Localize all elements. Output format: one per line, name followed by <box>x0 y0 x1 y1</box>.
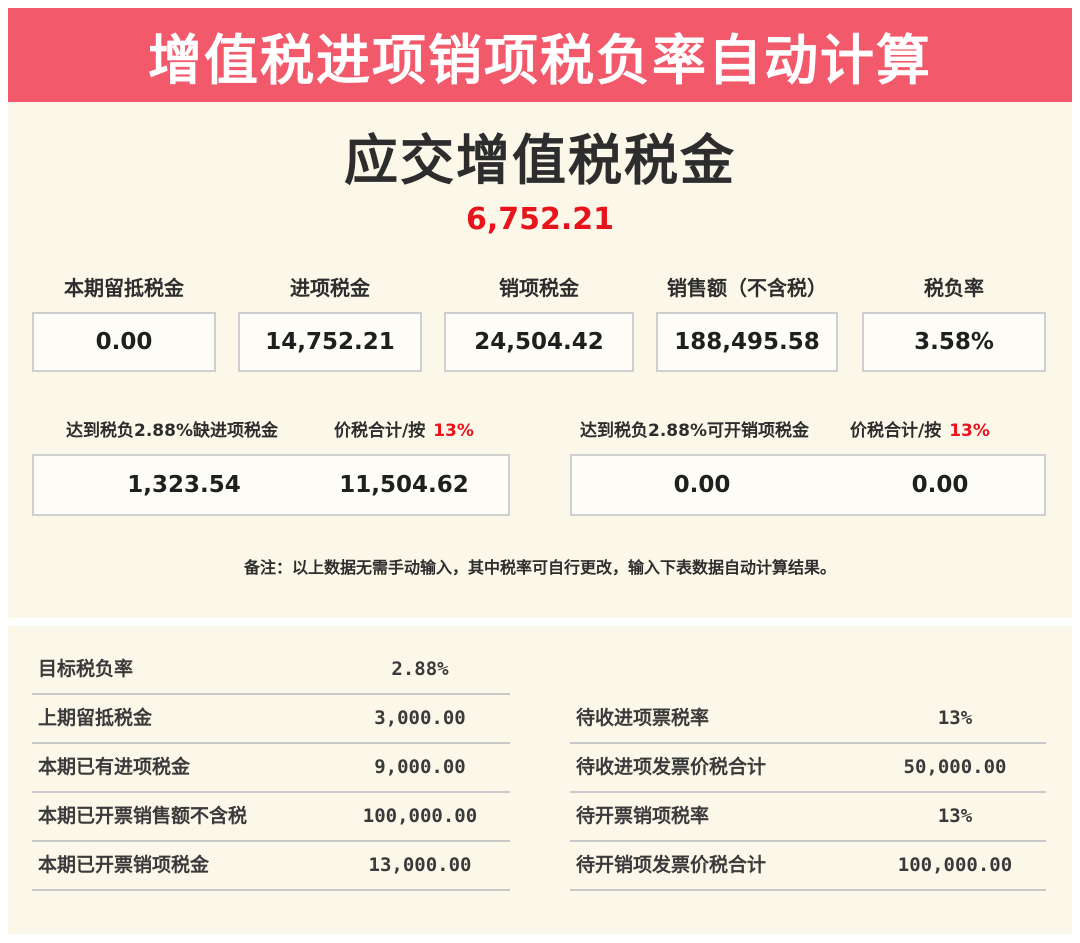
input-label: 本期已有进项税金 <box>38 756 191 778</box>
input-row-invoiced-sales: 本期已开票销售额不含税 100,000.00 <box>32 793 510 842</box>
gap-input-tax-value: 1,323.54 <box>127 472 241 498</box>
metric-label-sales: 销售额（不含税） <box>667 276 827 300</box>
metric-value-carryover: 0.00 <box>32 312 216 372</box>
gap-output-total-text: 价税合计/按 <box>850 421 942 441</box>
gap-output-total-label: 价税合计/按 13% <box>850 416 990 441</box>
app-title: 增值税进项销项税负率自动计算 <box>148 28 932 92</box>
input-panel: 目标税负率 2.88% 上期留抵税金 3,000.00 本期已有进项税金 9,0… <box>8 626 1072 934</box>
gap-input-total-text: 价税合计/按 <box>334 421 426 441</box>
summary-title: 应交增值税税金 <box>344 129 736 192</box>
input-label: 本期已开票销项税金 <box>38 854 210 876</box>
input-label: 待收进项发票价税合计 <box>576 756 767 778</box>
input-value-field[interactable]: 13% <box>937 805 973 827</box>
input-value-field[interactable]: 13,000.00 <box>368 854 472 876</box>
result-panel: 应交增值税税金 6,752.21 本期留抵税金 进项税金 销项税金 销售额（不含… <box>8 102 1072 618</box>
gap-output-rate: 13% <box>949 421 990 441</box>
metric-label-input-tax: 进项税金 <box>290 276 370 300</box>
input-row-invoiced-output-tax: 本期已开票销项税金 13,000.00 <box>32 842 510 891</box>
input-value-field[interactable]: 13% <box>937 707 973 729</box>
input-row-existing-input-tax: 本期已有进项税金 9,000.00 <box>32 744 510 793</box>
input-row-pending-output-rate: 待开票销项税率 13% <box>570 793 1046 842</box>
gap-input-total-value: 11,504.62 <box>339 472 469 498</box>
note-text: 备注：以上数据无需手动输入，其中税率可自行更改，输入下表数据自动计算结果。 <box>243 558 836 577</box>
metric-label-output-tax: 销项税金 <box>499 276 579 300</box>
gap-input-label: 达到税负2.88%缺进项税金 <box>66 421 278 441</box>
input-label: 待收进项票税率 <box>576 707 710 729</box>
metric-value-sales: 188,495.58 <box>656 312 838 372</box>
input-row-pending-input-total: 待收进项发票价税合计 50,000.00 <box>570 744 1046 793</box>
metric-value-input-tax: 14,752.21 <box>238 312 422 372</box>
input-value-field[interactable]: 9,000.00 <box>374 756 466 778</box>
input-row-pending-output-total: 待开销项发票价税合计 100,000.00 <box>570 842 1046 891</box>
gap-output-total-value: 0.00 <box>911 472 969 498</box>
input-value-field[interactable]: 50,000.00 <box>903 756 1007 778</box>
input-label: 待开票销项税率 <box>576 805 710 827</box>
metric-value-burden-rate: 3.58% <box>862 312 1046 372</box>
metric-value-output-tax: 24,504.42 <box>444 312 634 372</box>
input-value-field[interactable]: 100,000.00 <box>897 854 1013 876</box>
input-label: 待开销项发票价税合计 <box>576 854 767 876</box>
gap-output-tax-value: 0.00 <box>673 472 731 498</box>
metric-label-carryover: 本期留抵税金 <box>64 276 184 300</box>
input-value-field[interactable]: 2.88% <box>391 658 449 680</box>
input-row-pending-input-rate: 待收进项票税率 13% <box>570 695 1046 744</box>
header-banner: 增值税进项销项税负率自动计算 <box>8 8 1072 102</box>
input-label: 本期已开票销售额不含税 <box>38 805 248 827</box>
gap-output-label: 达到税负2.88%可开销项税金 <box>580 421 809 441</box>
input-label: 上期留抵税金 <box>38 707 153 729</box>
gap-input-box: 1,323.54 11,504.62 <box>32 454 510 516</box>
input-row-prior-carryover: 上期留抵税金 3,000.00 <box>32 695 510 744</box>
gap-input-rate: 13% <box>433 421 474 441</box>
input-value-field[interactable]: 3,000.00 <box>374 707 466 729</box>
input-value-field[interactable]: 100,000.00 <box>362 805 478 827</box>
gap-input-total-label: 价税合计/按 13% <box>334 416 474 441</box>
gap-output-box: 0.00 0.00 <box>570 454 1046 516</box>
input-row-target-rate: 目标税负率 2.88% <box>32 646 510 695</box>
summary-value: 6,752.21 <box>465 202 615 237</box>
input-label: 目标税负率 <box>38 658 134 680</box>
metric-label-burden-rate: 税负率 <box>924 276 984 300</box>
